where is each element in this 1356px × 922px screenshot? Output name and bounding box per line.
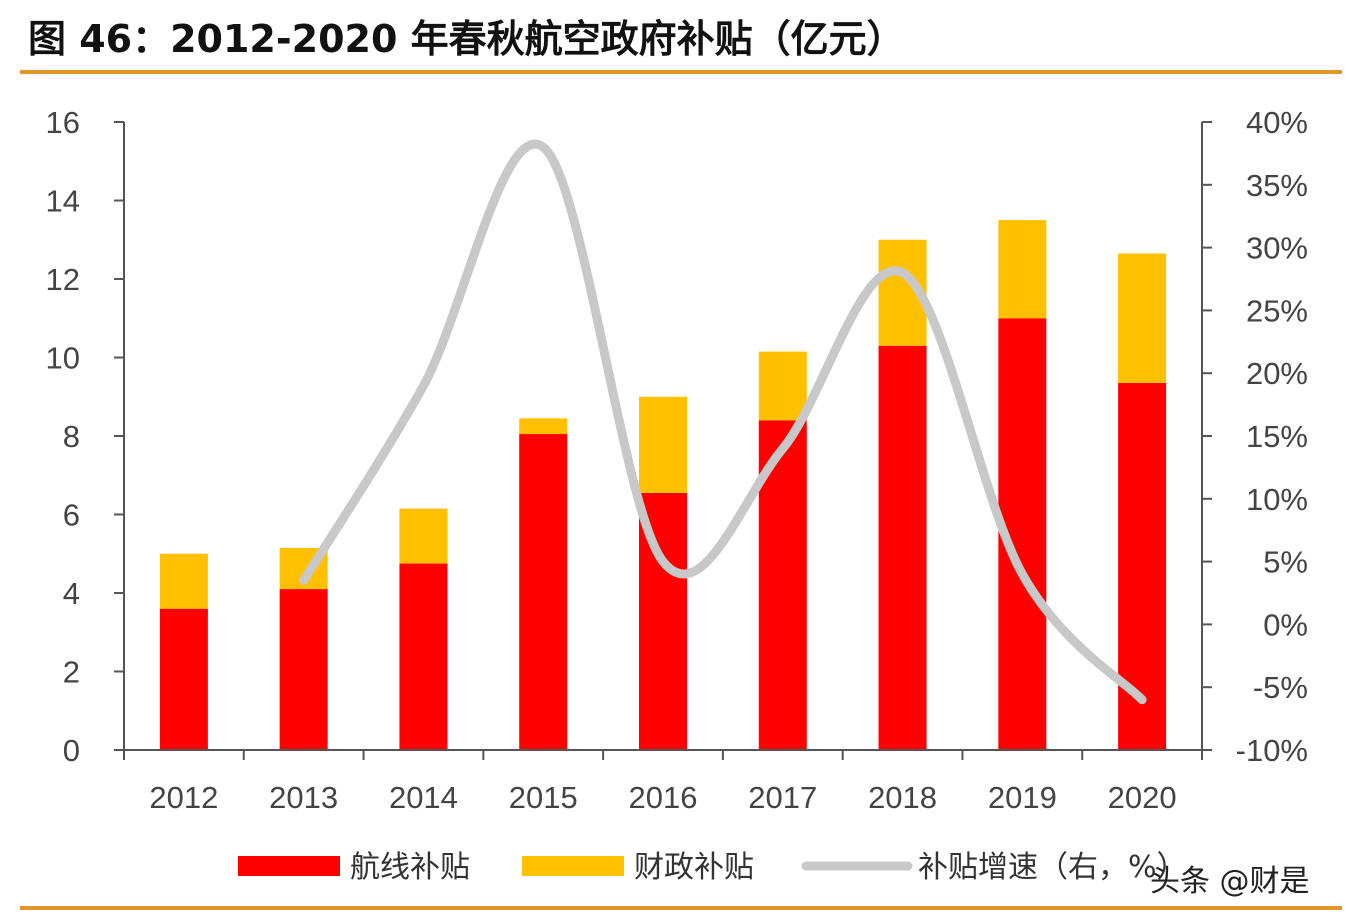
- legend: 航线补贴 财政补贴 补贴增速（右，%）: [238, 850, 1187, 885]
- x-tick-label: 2014: [389, 780, 458, 815]
- y-tick-label: 6: [63, 498, 80, 533]
- growth-line: [299, 139, 1147, 705]
- y2-tick-label: 15%: [1246, 419, 1308, 454]
- bottom-rule: [20, 906, 1342, 910]
- y2-tick-label: 0%: [1263, 607, 1308, 642]
- bar-route-2012: [159, 608, 208, 750]
- bar-route-2018: [878, 345, 927, 750]
- y2-tick-label: 5%: [1263, 545, 1308, 580]
- y2-tick-label: 40%: [1246, 105, 1308, 140]
- legend-swatch-route: [238, 856, 340, 876]
- bar-route-2013: [279, 589, 328, 750]
- chart-title: 图 46：2012-2020 年春秋航空政府补贴（亿元）: [28, 17, 905, 61]
- x-tick-label: 2015: [509, 780, 578, 815]
- y-tick-label: 10: [46, 341, 80, 376]
- x-tick-label: 2017: [748, 780, 817, 815]
- y2-tick-label: -5%: [1253, 670, 1308, 705]
- y2-tick-label: -10%: [1236, 733, 1308, 768]
- x-tick-label: 2018: [868, 780, 937, 815]
- legend-swatch-fiscal: [522, 856, 624, 876]
- y2-tick-label: 20%: [1246, 356, 1308, 391]
- axes-layer: 0 2 4 6 8 10 12 14 16 -10% -5% 0% 5% 10% 15% 20% 25% 30% 3…: [46, 105, 1308, 815]
- bars-layer: [159, 220, 1167, 750]
- legend-label-route: 航线补贴: [350, 850, 470, 885]
- bar-fiscal-2016: [639, 396, 687, 493]
- y-tick-label: 4: [63, 576, 80, 611]
- watermark: 头条 @财是: [1150, 864, 1310, 899]
- bar-fiscal-2017: [758, 351, 807, 421]
- x-tick-label: 2012: [149, 780, 218, 815]
- y2-tick-label: 10%: [1246, 482, 1308, 517]
- bar-route-2015: [519, 434, 568, 750]
- bar-fiscal-2019: [998, 220, 1047, 319]
- bar-fiscal-2012: [159, 553, 208, 609]
- y-tick-label: 16: [46, 105, 80, 140]
- y-tick-label: 8: [63, 419, 80, 454]
- y2-tick-label: 25%: [1246, 293, 1308, 328]
- legend-label-growth: 补贴增速（右，%）: [918, 850, 1187, 885]
- y-tick-label: 12: [46, 262, 80, 297]
- bar-fiscal-2014: [399, 508, 448, 564]
- bar-fiscal-2015: [519, 418, 568, 435]
- y2-tick-label: 30%: [1246, 231, 1308, 266]
- x-tick-label: 2016: [629, 780, 698, 815]
- y-tick-label: 14: [46, 184, 80, 219]
- top-rule: [20, 70, 1342, 74]
- x-tick-label: 2020: [1108, 780, 1177, 815]
- y-tick-label: 0: [63, 733, 80, 768]
- x-tick-label: 2019: [988, 780, 1057, 815]
- y2-tick-label: 35%: [1246, 168, 1308, 203]
- bar-fiscal-2020: [1118, 253, 1167, 384]
- y-tick-label: 2: [63, 655, 80, 690]
- legend-label-fiscal: 财政补贴: [634, 850, 754, 885]
- growth-line-layer: [299, 139, 1147, 705]
- x-tick-label: 2013: [269, 780, 338, 815]
- bar-route-2014: [399, 563, 448, 750]
